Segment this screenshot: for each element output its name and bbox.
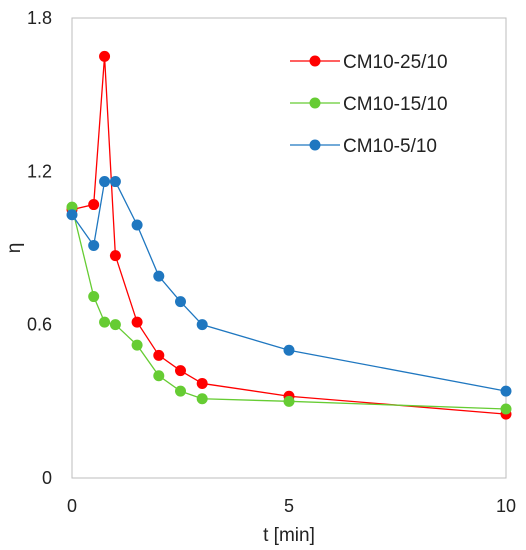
data-point bbox=[109, 319, 121, 331]
legend-label: CM10-15/10 bbox=[343, 94, 448, 115]
data-point bbox=[66, 201, 78, 213]
plot-frame bbox=[71, 17, 507, 479]
data-point bbox=[175, 365, 186, 377]
x-tick-label: 5 bbox=[284, 496, 294, 516]
data-point bbox=[153, 270, 165, 282]
data-point bbox=[88, 199, 100, 211]
data-point bbox=[196, 393, 208, 405]
data-point bbox=[109, 250, 121, 262]
data-point bbox=[283, 344, 295, 356]
data-point bbox=[88, 291, 100, 303]
data-point bbox=[153, 370, 165, 382]
data-point bbox=[131, 339, 143, 351]
data-point bbox=[283, 395, 295, 407]
legend-marker bbox=[309, 55, 321, 67]
data-point bbox=[88, 239, 100, 251]
data-point bbox=[99, 316, 111, 328]
x-axis-ticks: 0 5 10 bbox=[67, 496, 516, 516]
series-line bbox=[71, 206, 507, 410]
y-tick-label: 1.8 bbox=[27, 8, 52, 28]
series-line bbox=[71, 180, 507, 392]
data-point bbox=[99, 50, 111, 62]
data-point bbox=[109, 176, 121, 188]
data-point bbox=[196, 319, 208, 331]
data-point bbox=[99, 176, 111, 188]
y-axis-ticks: 0 0.6 1.2 1.8 bbox=[27, 8, 52, 488]
data-point bbox=[175, 296, 186, 308]
data-point bbox=[500, 403, 512, 415]
data-point bbox=[196, 377, 208, 389]
x-tick-label: 0 bbox=[67, 496, 77, 516]
series-layer bbox=[66, 50, 512, 420]
y-tick-label: 0.6 bbox=[27, 315, 52, 335]
data-point bbox=[131, 219, 143, 231]
y-axis-title: η bbox=[4, 243, 25, 254]
data-point bbox=[66, 209, 78, 221]
data-point bbox=[153, 349, 165, 361]
data-point bbox=[131, 316, 143, 328]
data-point bbox=[500, 385, 512, 397]
legend-marker bbox=[309, 97, 321, 109]
y-tick-label: 0 bbox=[42, 468, 52, 488]
x-axis-title: t [min] bbox=[263, 525, 315, 546]
y-tick-label: 1.2 bbox=[27, 161, 52, 181]
legend-marker bbox=[309, 139, 321, 151]
x-tick-label: 10 bbox=[496, 496, 516, 516]
legend: CM10-25/10 CM10-15/10 CM10-5/10 bbox=[290, 52, 448, 157]
legend-label: CM10-5/10 bbox=[343, 136, 437, 157]
series-line bbox=[71, 56, 507, 415]
legend-label: CM10-25/10 bbox=[343, 52, 448, 73]
data-point bbox=[175, 385, 186, 397]
